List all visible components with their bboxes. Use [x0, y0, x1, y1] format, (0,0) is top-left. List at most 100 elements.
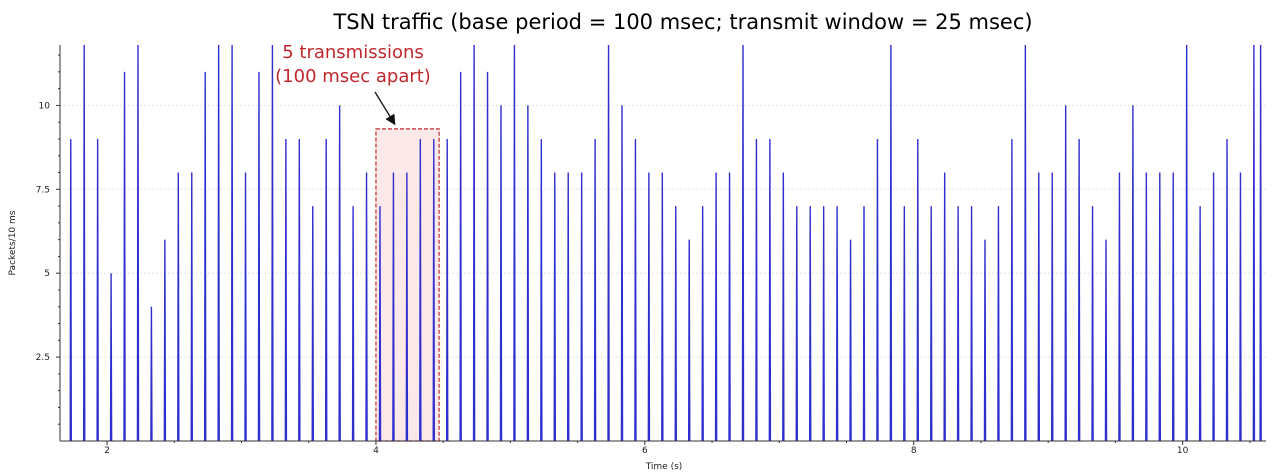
traffic-spike: [647, 172, 651, 442]
series-spikes: [69, 44, 1262, 442]
traffic-spike: [782, 172, 785, 442]
traffic-spike: [566, 172, 570, 442]
x-axis-ticks: 2 4 6 8 10: [104, 441, 1251, 456]
traffic-spike: [714, 172, 718, 442]
chart-title: TSN traffic (base period = 100 msec; tra…: [332, 10, 1032, 34]
traffic-spike: [755, 138, 758, 442]
traffic-spike: [82, 44, 86, 442]
traffic-spike: [338, 105, 341, 442]
traffic-spike: [378, 206, 382, 442]
traffic-spike: [486, 71, 489, 442]
annotation-arrow: [374, 91, 396, 126]
traffic-spike: [1131, 105, 1135, 442]
traffic-spike: [1225, 138, 1229, 442]
x-tick-label: 6: [642, 446, 648, 456]
traffic-spike: [499, 105, 503, 442]
y-tick-label: 5: [44, 269, 50, 279]
traffic-spike: [741, 44, 745, 442]
traffic-spike: [298, 138, 301, 442]
traffic-spike: [324, 138, 328, 442]
traffic-spike: [271, 44, 274, 442]
traffic-spike: [351, 206, 355, 442]
traffic-spike: [123, 71, 126, 442]
traffic-spike: [916, 138, 920, 442]
traffic-spike: [593, 138, 597, 442]
annotation-text-line2: (100 msec apart): [275, 66, 431, 87]
y-tick-label: 10: [39, 101, 51, 111]
traffic-spike: [365, 172, 368, 442]
traffic-spike: [432, 138, 436, 442]
traffic-spike: [876, 138, 879, 442]
traffic-spike: [1259, 44, 1262, 442]
traffic-spike: [607, 44, 610, 442]
traffic-spike: [620, 105, 624, 442]
traffic-spike: [661, 172, 664, 442]
traffic-spike: [687, 239, 691, 442]
traffic-spike: [1198, 206, 1202, 442]
traffic-spike: [728, 172, 731, 442]
traffic-spike: [835, 206, 839, 442]
traffic-spike: [634, 138, 637, 442]
traffic-spike: [903, 206, 906, 442]
traffic-spike: [970, 206, 973, 442]
traffic-spike: [1077, 138, 1081, 442]
traffic-spike: [526, 105, 530, 442]
traffic-spike: [244, 172, 247, 442]
traffic-spike: [513, 44, 516, 442]
x-tick-label: 10: [1177, 446, 1189, 456]
traffic-spike: [203, 71, 207, 442]
traffic-spike: [889, 44, 893, 442]
traffic-spike: [459, 71, 462, 442]
traffic-spike: [1050, 172, 1054, 442]
x-tick-label: 8: [911, 446, 917, 456]
traffic-spike: [943, 172, 946, 442]
traffic-spike: [768, 138, 772, 442]
traffic-spike: [701, 206, 704, 442]
x-tick-label: 4: [373, 446, 379, 456]
traffic-spike: [405, 172, 409, 442]
traffic-spike: [257, 71, 261, 442]
traffic-spike: [1158, 172, 1162, 442]
traffic-spike: [849, 239, 852, 442]
traffic-spike: [445, 138, 449, 442]
annotation-text-line1: 5 transmissions: [282, 42, 424, 63]
traffic-spike: [69, 138, 72, 442]
x-tick-label: 2: [104, 446, 110, 456]
traffic-spike: [109, 273, 113, 442]
traffic-spike: [472, 44, 476, 442]
traffic-spike: [540, 138, 543, 442]
traffic-spike: [1104, 239, 1108, 442]
traffic-spike: [190, 172, 193, 442]
traffic-spike: [1212, 172, 1215, 442]
traffic-spike: [580, 172, 583, 442]
traffic-spike: [795, 206, 799, 442]
traffic-spike: [822, 206, 825, 442]
traffic-spike: [419, 138, 422, 442]
traffic-spike: [177, 172, 180, 442]
traffic-spike: [1171, 172, 1175, 442]
traffic-spike: [230, 44, 234, 442]
y-tick-label: 7.5: [36, 185, 50, 195]
traffic-spike: [311, 206, 314, 442]
traffic-spike: [1010, 138, 1014, 442]
traffic-spike: [983, 239, 987, 442]
traffic-spike: [862, 206, 866, 442]
y-tick-label: 2.5: [36, 353, 50, 363]
traffic-spike: [674, 206, 678, 442]
x-axis-label: Time (s): [645, 462, 683, 472]
traffic-spike: [1037, 172, 1041, 442]
traffic-spike: [1252, 44, 1256, 442]
traffic-spike: [808, 206, 812, 442]
traffic-spike: [1118, 172, 1121, 442]
traffic-spike: [96, 138, 99, 442]
traffic-spike: [150, 306, 153, 442]
y-axis-ticks: 2.5 5 7.5 10: [36, 54, 60, 425]
traffic-spike: [553, 172, 557, 442]
traffic-spike: [392, 172, 395, 442]
traffic-spike: [997, 206, 1000, 442]
traffic-spike: [284, 138, 288, 442]
traffic-spike: [217, 44, 220, 442]
traffic-spike: [1145, 172, 1148, 442]
traffic-spike: [163, 239, 167, 442]
